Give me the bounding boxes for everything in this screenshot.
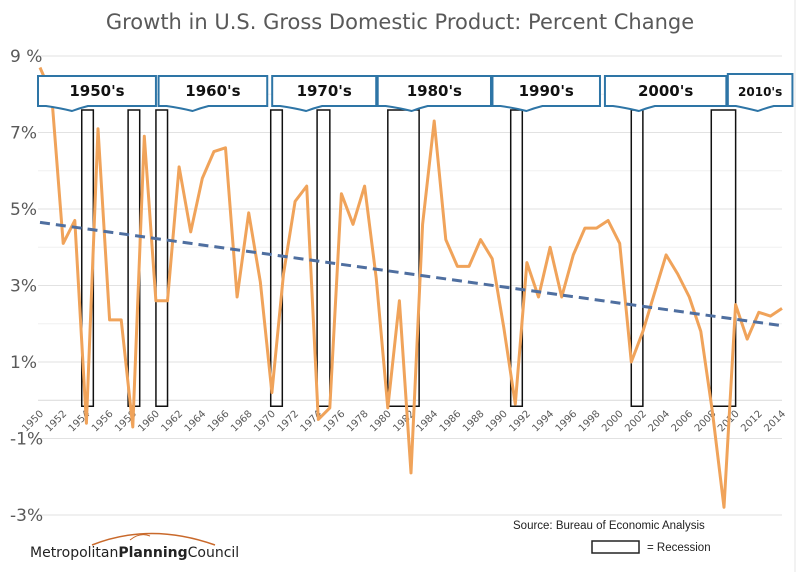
x-tick-label: 1988 xyxy=(461,409,487,435)
x-tick-label: 2002 xyxy=(623,409,649,435)
logo-text: MetropolitanPlanningCouncil xyxy=(30,545,239,561)
x-tick-label: 1986 xyxy=(438,409,464,435)
x-tick-label: 1996 xyxy=(554,409,580,435)
y-tick-label: 5% xyxy=(10,200,37,220)
x-tick-label: 1968 xyxy=(229,409,255,435)
y-axis-ticks: 9 % 7% 5% 3% 1% -1% -3% xyxy=(10,47,43,526)
x-tick-label: 2004 xyxy=(646,409,672,435)
x-tick-label: 1992 xyxy=(507,409,533,435)
logo-text-council: Council xyxy=(188,545,240,561)
chart-title: Growth in U.S. Gross Domestic Product: P… xyxy=(106,10,694,34)
recession-box xyxy=(316,109,331,407)
decade-callouts: 1950's 1960's 1970's 1980's 1990's 2000's 2010… xyxy=(37,73,794,113)
x-tick-label: 1958 xyxy=(113,409,139,435)
decade-callout xyxy=(603,75,728,113)
decade-label: 1990's xyxy=(519,82,574,100)
logo-text-planning: Planning xyxy=(118,545,187,561)
decade-label: 1970's xyxy=(297,82,352,100)
decade-callout xyxy=(491,75,601,113)
x-tick-label: 1956 xyxy=(90,409,116,435)
y-tick-label: 9 % xyxy=(10,47,42,67)
x-tick-label: 1962 xyxy=(159,409,185,435)
decade-callout xyxy=(271,75,378,113)
x-tick-label: 1964 xyxy=(183,409,209,435)
logo-arc-small xyxy=(129,534,151,541)
decade-callout xyxy=(726,73,794,113)
x-tick-label: 1978 xyxy=(345,409,371,435)
x-tick-label: 1952 xyxy=(44,409,70,435)
recession-box xyxy=(155,109,169,407)
logo-text-metropolitan: Metropolitan xyxy=(30,545,118,561)
recession-box xyxy=(269,109,284,407)
x-tick-label: 1960 xyxy=(136,409,162,435)
decade-callout xyxy=(157,75,269,113)
x-tick-label: 1966 xyxy=(206,409,232,435)
x-tick-label: 1984 xyxy=(415,409,441,435)
decade-callout xyxy=(37,75,157,113)
x-tick-label: 2000 xyxy=(600,409,626,435)
y-tick-label: 3% xyxy=(10,277,37,297)
x-tick-label: 1998 xyxy=(577,409,603,435)
decade-callout xyxy=(376,75,492,113)
recession-box xyxy=(509,109,524,407)
x-tick-label: 1994 xyxy=(530,409,556,435)
trend-line xyxy=(39,220,783,328)
mpc-logo: MetropolitanPlanningCouncil xyxy=(30,532,239,561)
logo-arc xyxy=(91,532,216,546)
decade-label: 1980's xyxy=(407,82,462,100)
x-tick-label: 1974 xyxy=(299,409,325,435)
legend-recession-label: = Recession xyxy=(647,542,711,554)
x-tick-label: 2006 xyxy=(670,409,696,435)
x-tick-label: 1990 xyxy=(484,409,510,435)
x-tick-label: 1970 xyxy=(252,409,278,435)
x-tick-label: 2012 xyxy=(739,409,765,435)
decade-label: 2000's xyxy=(638,82,693,100)
decade-label: 2010's xyxy=(738,85,782,99)
y-tick-label: -1% xyxy=(10,430,43,450)
x-axis-ticks: 1950195219541956195819601962196419661968… xyxy=(20,409,788,435)
decade-label: 1950's xyxy=(69,82,124,100)
x-tick-label: 1980 xyxy=(368,409,394,435)
x-tick-label: 1954 xyxy=(67,409,93,435)
y-tick-label: -3% xyxy=(10,506,43,526)
recession-box xyxy=(710,109,737,407)
data-series xyxy=(38,66,783,509)
y-tick-label: 1% xyxy=(10,353,37,373)
legend-recession-swatch xyxy=(591,540,640,554)
x-tick-label: 1972 xyxy=(275,409,301,435)
source-text: Source: Bureau of Economic Analysis xyxy=(513,520,705,532)
x-tick-label: 2014 xyxy=(762,409,788,435)
decade-label: 1960's xyxy=(185,82,240,100)
gdp-line xyxy=(38,66,783,509)
y-tick-label: 7% xyxy=(10,124,37,144)
